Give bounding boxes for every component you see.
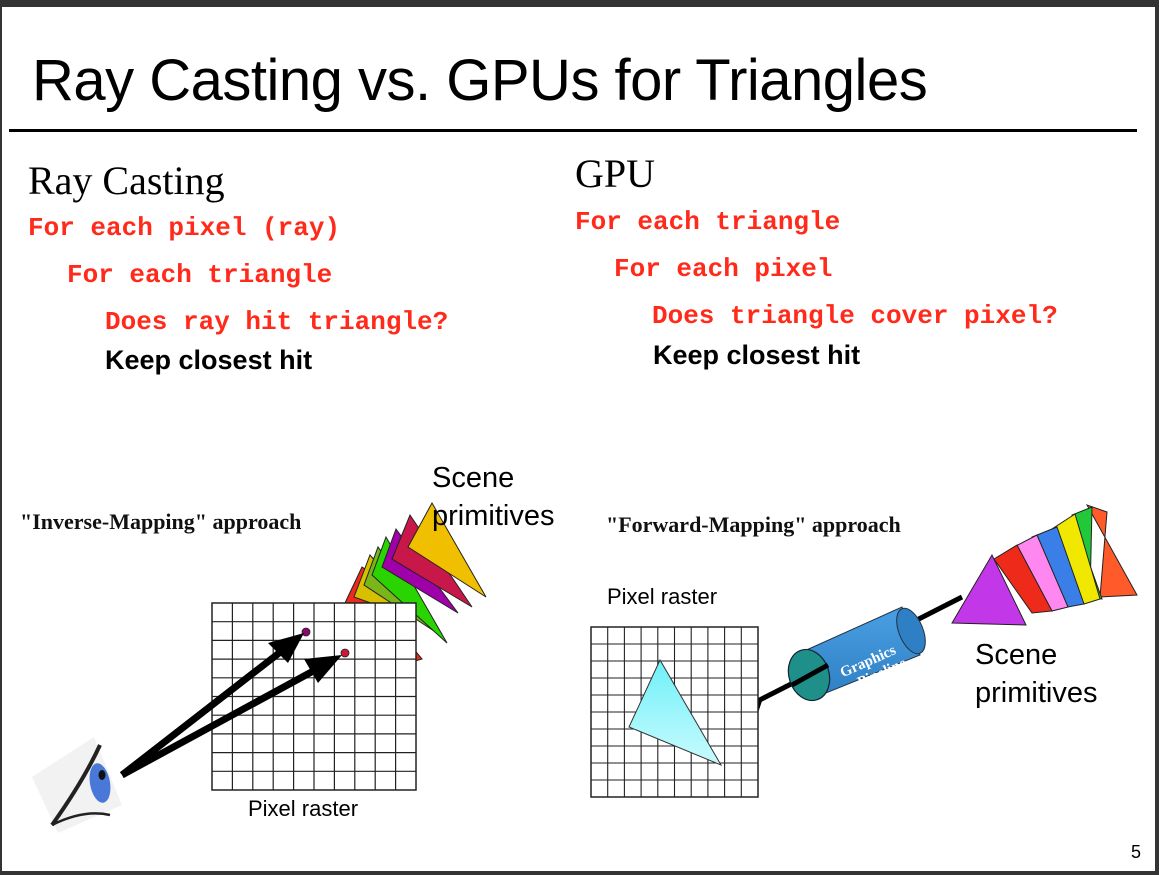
slide: Ray Casting vs. GPUs for Triangles Ray C… xyxy=(2,7,1155,871)
projected-triangle-icon xyxy=(628,658,723,767)
ray-casting-code-line-1: For each pixel (ray) xyxy=(28,213,341,243)
right-pixel-raster-grid xyxy=(590,626,759,798)
page-number: 5 xyxy=(1130,842,1141,862)
inverse-mapping-label: "Inverse-Mapping" approach xyxy=(20,509,302,534)
ray-casting-code-line-3: Does ray hit triangle? xyxy=(105,307,449,337)
right-scene-primitives-icon xyxy=(951,504,1138,626)
title-divider xyxy=(9,129,1137,132)
slide-title: Ray Casting vs. GPUs for Triangles xyxy=(32,48,928,113)
ray-casting-keep-line: Keep closest hit xyxy=(105,345,313,375)
left-pixel-raster-grid xyxy=(211,602,417,791)
figures-canvas: Graphics Pipeline xyxy=(32,501,1138,833)
right-scene-primitives-label: Scene primitives xyxy=(975,639,1098,709)
eye-icon xyxy=(32,737,122,833)
graphics-pipeline-icon: Graphics Pipeline xyxy=(740,594,964,713)
gpu-code-line-2: For each pixel xyxy=(614,254,833,284)
gpu-heading: GPU xyxy=(575,151,656,196)
forward-mapping-label: "Forward-Mapping" approach xyxy=(606,512,901,537)
ray-casting-code-line-2: For each triangle xyxy=(67,260,333,290)
right-pixel-raster-label: Pixel raster xyxy=(607,584,718,609)
ray-casting-heading: Ray Casting xyxy=(28,158,225,203)
left-pixel-raster-label: Pixel raster xyxy=(248,796,359,821)
gpu-keep-line: Keep closest hit xyxy=(653,340,861,370)
gpu-code-line-1: For each triangle xyxy=(575,207,841,237)
left-ray-arrows xyxy=(119,633,342,779)
left-scene-primitives-label: Scene primitives xyxy=(432,462,555,532)
gpu-code-line-3: Does triangle cover pixel? xyxy=(652,301,1058,331)
